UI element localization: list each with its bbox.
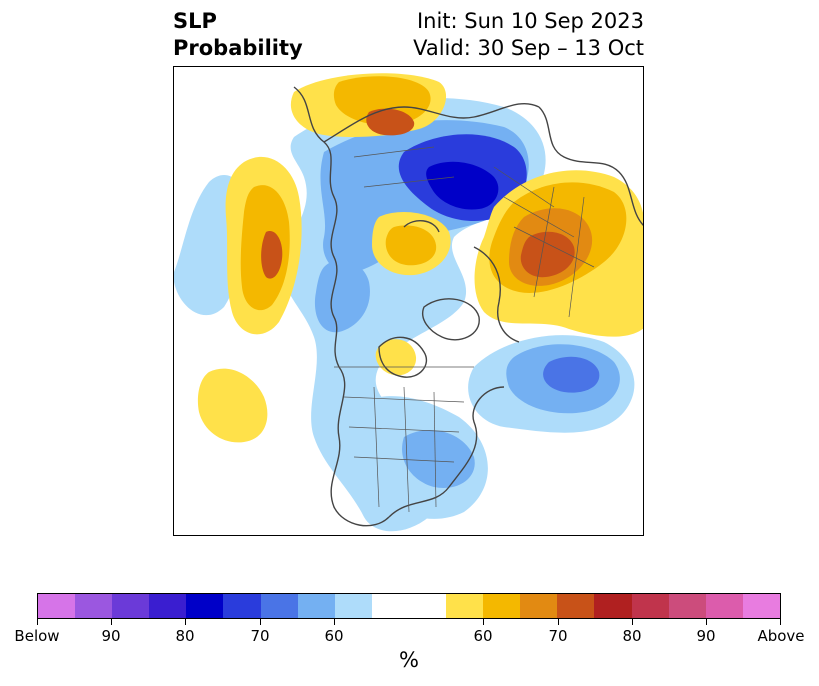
colorbar-tick-label: 60 <box>473 627 493 645</box>
above-weak-region-subtropical <box>197 368 268 443</box>
colorbar-segment <box>705 594 743 618</box>
title-type: Probability <box>173 36 303 60</box>
colorbar-segment <box>223 594 261 618</box>
colorbar-segment <box>557 594 595 618</box>
colorbar-segment <box>668 594 706 618</box>
colorbar-tick-label: Below <box>14 627 60 645</box>
colorbar-tick <box>558 619 559 625</box>
colorbar-tick-label: 70 <box>548 627 568 645</box>
colorbar-segment <box>149 594 187 618</box>
colorbar-tick <box>185 619 186 625</box>
colorbar-segment <box>297 594 335 618</box>
below-strong-core <box>426 161 499 210</box>
colorbar-tick <box>483 619 484 625</box>
colorbar-tick-label: 70 <box>250 627 270 645</box>
colorbar <box>37 593 781 619</box>
below-mid-region-east-us <box>402 429 475 488</box>
map-panel <box>173 66 644 536</box>
colorbar-tick <box>37 619 38 625</box>
colorbar-tick <box>632 619 633 625</box>
colorbar-tick <box>780 619 781 625</box>
colorbar-segment <box>38 594 76 618</box>
country-borders <box>334 146 595 513</box>
polar-map <box>174 67 643 535</box>
coastlines <box>293 86 643 527</box>
colorbar-tick-label: 80 <box>622 627 642 645</box>
colorbar-segment <box>186 594 224 618</box>
colorbar-tick-label: 90 <box>696 627 716 645</box>
colorbar-tick <box>260 619 261 625</box>
colorbar-tick-label: Above <box>757 627 805 645</box>
colorbar-segment <box>594 594 632 618</box>
below-mid-region-west <box>314 259 370 333</box>
colorbar-unit-label: % <box>399 648 419 672</box>
colorbar-segment <box>446 594 484 618</box>
colorbar-segment <box>112 594 150 618</box>
colorbar-tick <box>706 619 707 625</box>
valid-range: Valid: 30 Sep – 13 Oct <box>413 36 644 60</box>
colorbar-segment <box>483 594 521 618</box>
colorbar-segment <box>334 594 372 618</box>
above-weak-region-hudson <box>375 339 417 376</box>
above-strong-region-arctic <box>366 108 415 136</box>
colorbar-tick-label: 60 <box>324 627 344 645</box>
colorbar-segment <box>371 594 409 618</box>
colorbar-segment <box>520 594 558 618</box>
colorbar-tick <box>334 619 335 625</box>
below-mid-atlantic-core <box>543 356 600 393</box>
colorbar-tick-label: 90 <box>101 627 121 645</box>
above-strongest-region-europe <box>520 231 575 278</box>
below-weak-region-pacific <box>174 174 243 316</box>
title-variable: SLP <box>173 9 217 33</box>
above-mid-region-greenland <box>385 225 437 266</box>
colorbar-segment <box>408 594 447 618</box>
colorbar-tick-label: 80 <box>175 627 195 645</box>
title-left: SLP Probability <box>173 8 303 62</box>
title-right: Init: Sun 10 Sep 2023 Valid: 30 Sep – 13… <box>413 8 644 62</box>
above-mid-region-arctic <box>333 76 431 126</box>
colorbar-segment <box>75 594 113 618</box>
above-strong-region-pacific <box>261 231 283 279</box>
colorbar-segment <box>260 594 298 618</box>
colorbar-segment <box>742 594 780 618</box>
colorbar-segment <box>631 594 669 618</box>
colorbar-tick <box>111 619 112 625</box>
init-date: Init: Sun 10 Sep 2023 <box>416 9 644 33</box>
